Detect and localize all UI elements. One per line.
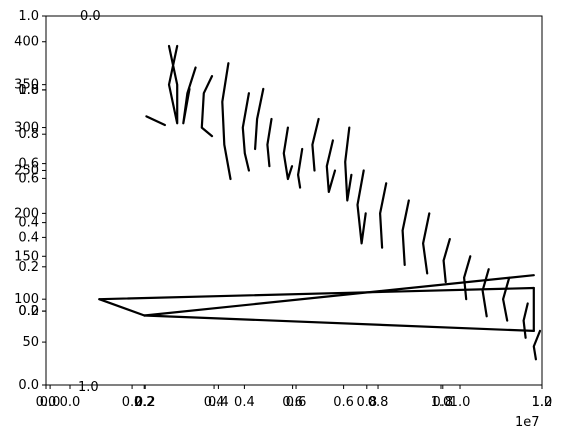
overlay-a-x-tick-label: 0.6 [333,395,354,410]
overlay-b-y-tick-label: 0.6 [18,171,39,186]
x-tick-label: 0.6 [286,395,307,410]
series-line [401,199,410,266]
y-tick-label: 250 [14,163,39,178]
series-line [98,298,146,317]
overlay-a-y-tick-label: 0.6 [18,157,39,172]
series-line [221,62,232,181]
series-line [422,212,431,275]
series-line [254,87,265,151]
y-tick-label: 350 [14,78,39,93]
overlay-b-y-tick-label: 0.0 [18,304,39,319]
overlay-a-y-tick-label: 0.2 [18,304,39,319]
series-line [182,66,197,125]
overlay-b-x-tick-label: 0.8 [356,395,377,410]
series-line [241,92,250,172]
overlay-a-y-tick-label: 0.0 [18,378,39,393]
x-offset-label: 1e7 [515,415,540,430]
series-line [481,268,490,318]
overlay-a-x-tick-label: 1.0 [532,395,553,410]
series-line [282,126,294,181]
series-line [532,329,542,361]
overlay-b-y-tick-label: 0.4 [18,216,39,231]
overlay-b-x-tick-label: 1.0 [431,395,452,410]
overlay-a-y-tick-label: 0.8 [18,83,39,98]
x-tick-label: 0.4 [204,395,225,410]
series-line [522,302,529,339]
overlay-bottom-label: 1.0 [78,380,99,395]
series-line [344,126,353,202]
y-tick-label: 100 [14,292,39,307]
x-tick-label: 1.2 [532,395,553,410]
series-line [463,255,472,301]
y-tick-label: 50 [22,335,39,350]
overlay-a-x-tick-label: 0.2 [135,395,156,410]
overlay-a-y-tick-label: 1.0 [18,9,39,24]
x-tick-label: 1.0 [450,395,471,410]
series-line [311,117,320,172]
series-line [145,115,166,127]
series-line [167,44,179,125]
series-line [325,139,337,193]
overlay-b-x-tick-label: 0.6 [282,395,303,410]
overlay-a-y-tick-label: 0.4 [18,230,39,245]
y-tick-label: 300 [14,121,39,136]
series-line [502,276,511,322]
y-tick-label: 200 [14,206,39,221]
overlay-b-y-tick-label: 0.8 [18,127,39,142]
series-line [297,147,304,189]
series-line [442,238,451,284]
overlay-b-x-tick-label: 0.2 [134,395,155,410]
y-tick-label: 150 [14,249,39,264]
overlay-b-x-tick-label: 0.0 [60,395,81,410]
series-line [379,182,388,249]
overlay-b-y-tick-label: 0.2 [18,260,39,275]
series-line [98,286,535,301]
series-line [266,117,273,168]
plot-frame [45,15,543,386]
series-line [143,274,535,317]
x-tick-label: 0.8 [368,395,389,410]
overlay-top-label: 0.0 [80,9,101,24]
overlay-b-x-tick-label: 0.4 [208,395,229,410]
overlay-a-x-tick-label: 0.8 [432,395,453,410]
series-line [200,74,214,138]
overlay-a-x-tick-label: 0.4 [234,395,255,410]
x-tick-label: 0.2 [122,395,143,410]
overlay-b-y-tick-label: 1.0 [18,83,39,98]
overlay-a-x-tick-label: 0.0 [36,395,57,410]
y-tick-label: 400 [14,35,39,50]
series-line [143,314,535,332]
series-line [356,169,367,245]
x-tick-label: 0.0 [40,395,61,410]
